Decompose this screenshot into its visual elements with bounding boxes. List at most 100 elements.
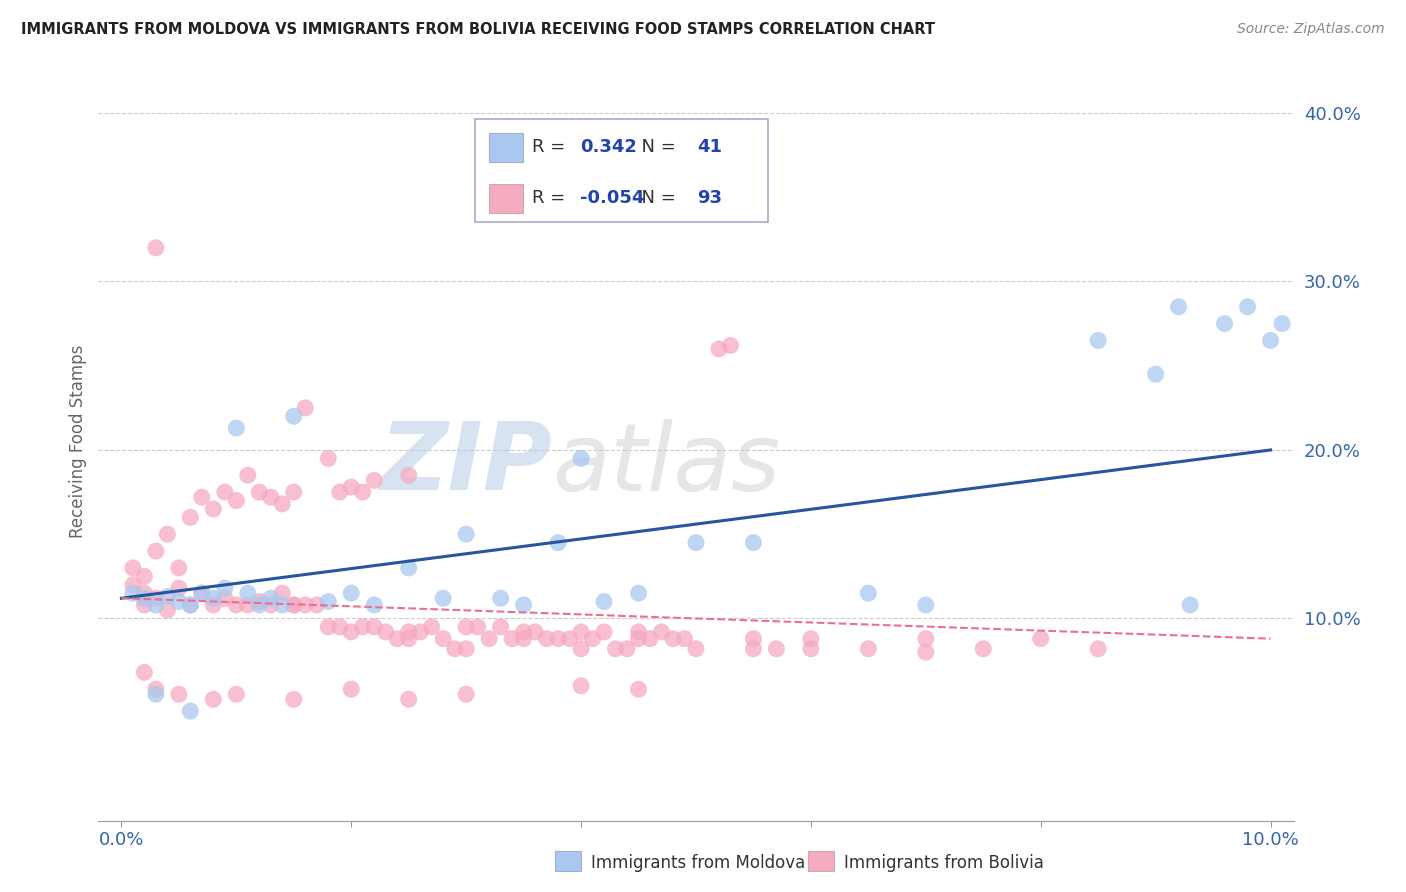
Point [214, 485, 236, 500]
Point [236, 598, 259, 612]
Point [167, 594, 190, 608]
Point [283, 485, 305, 500]
Point [225, 598, 247, 612]
Point [340, 682, 363, 697]
Point [191, 586, 214, 600]
Point [489, 591, 512, 606]
Text: 93: 93 [697, 189, 723, 207]
Point [1213, 317, 1236, 331]
Point [1271, 317, 1294, 331]
Text: -0.054: -0.054 [581, 189, 644, 207]
Point [558, 632, 581, 646]
Point [156, 590, 179, 604]
Point [283, 598, 305, 612]
Point [134, 591, 156, 606]
Point [443, 641, 465, 656]
Point [363, 598, 385, 612]
Point [456, 687, 478, 701]
Point [605, 641, 627, 656]
Point [179, 598, 201, 612]
Point [329, 620, 352, 634]
Point [512, 624, 534, 639]
Point [858, 641, 880, 656]
Point [1144, 367, 1167, 381]
Point [673, 632, 696, 646]
Point [914, 645, 936, 659]
Point [134, 598, 156, 612]
Point [569, 679, 592, 693]
Point [225, 421, 247, 435]
Point [191, 586, 214, 600]
Point [456, 641, 478, 656]
Point [1087, 334, 1109, 348]
Text: R =: R = [533, 189, 571, 207]
Point [283, 598, 305, 612]
Point [340, 480, 363, 494]
Point [638, 632, 661, 646]
Point [720, 338, 742, 352]
Point [627, 586, 650, 600]
Point [352, 485, 374, 500]
Point [581, 632, 603, 646]
Text: atlas: atlas [553, 418, 780, 510]
Point [225, 687, 247, 701]
Point [512, 598, 534, 612]
Point [432, 632, 454, 646]
Point [191, 490, 214, 504]
Point [167, 581, 190, 595]
Bar [489, 184, 523, 212]
Point [1087, 641, 1109, 656]
Point [363, 473, 385, 487]
Text: ZIP: ZIP [380, 418, 553, 510]
Point [271, 497, 294, 511]
Point [236, 468, 259, 483]
Point [260, 598, 283, 612]
Point [145, 687, 167, 701]
Point [398, 468, 420, 483]
Point [134, 665, 156, 680]
Point [1236, 300, 1258, 314]
Point [432, 591, 454, 606]
Point [1178, 598, 1201, 612]
Point [650, 624, 672, 639]
Point [742, 632, 765, 646]
Point [593, 624, 616, 639]
Point [800, 641, 823, 656]
Point [260, 591, 283, 606]
Point [1260, 334, 1282, 348]
Point [294, 598, 316, 612]
Point [742, 535, 765, 549]
Point [145, 544, 167, 558]
Point [225, 493, 247, 508]
Text: 41: 41 [697, 138, 723, 156]
Text: N =: N = [630, 138, 682, 156]
Text: N =: N = [630, 189, 682, 207]
Point [456, 620, 478, 634]
Point [662, 632, 685, 646]
Point [569, 641, 592, 656]
Point [294, 401, 316, 415]
Point [179, 510, 201, 524]
Point [247, 598, 270, 612]
Point [627, 624, 650, 639]
Point [398, 632, 420, 646]
Point [398, 561, 420, 575]
Point [122, 586, 145, 600]
Point [167, 687, 190, 701]
Point [122, 578, 145, 592]
Text: R =: R = [533, 138, 571, 156]
Point [179, 598, 201, 612]
Point [569, 451, 592, 466]
Y-axis label: Receiving Food Stamps: Receiving Food Stamps [69, 345, 87, 538]
Point [501, 632, 523, 646]
Point [271, 598, 294, 612]
Point [616, 641, 638, 656]
Point [512, 632, 534, 646]
Point [156, 603, 179, 617]
Point [247, 594, 270, 608]
Point [398, 692, 420, 706]
Point [858, 586, 880, 600]
Point [1029, 632, 1052, 646]
Point [145, 598, 167, 612]
Text: Source: ZipAtlas.com: Source: ZipAtlas.com [1237, 22, 1385, 37]
